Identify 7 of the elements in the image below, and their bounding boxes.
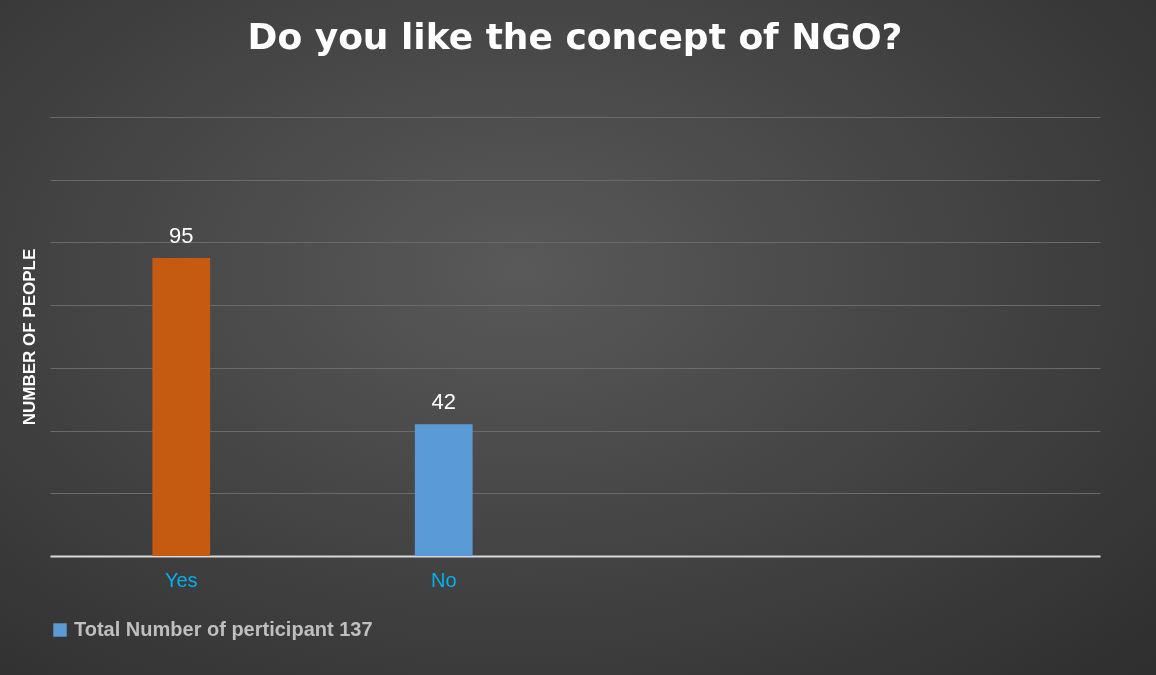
data-label: 95 [169,223,194,249]
x-tick-label: Yes [164,568,198,591]
x-tick-label: No [430,568,457,591]
data-label: 42 [431,389,456,415]
legend-label: Total Number of perticipant 137 [74,618,373,640]
y-axis-title: NUMBER OF PEOPLE [19,248,39,426]
chart-title: Do you like the concept of NGO? [247,16,903,57]
